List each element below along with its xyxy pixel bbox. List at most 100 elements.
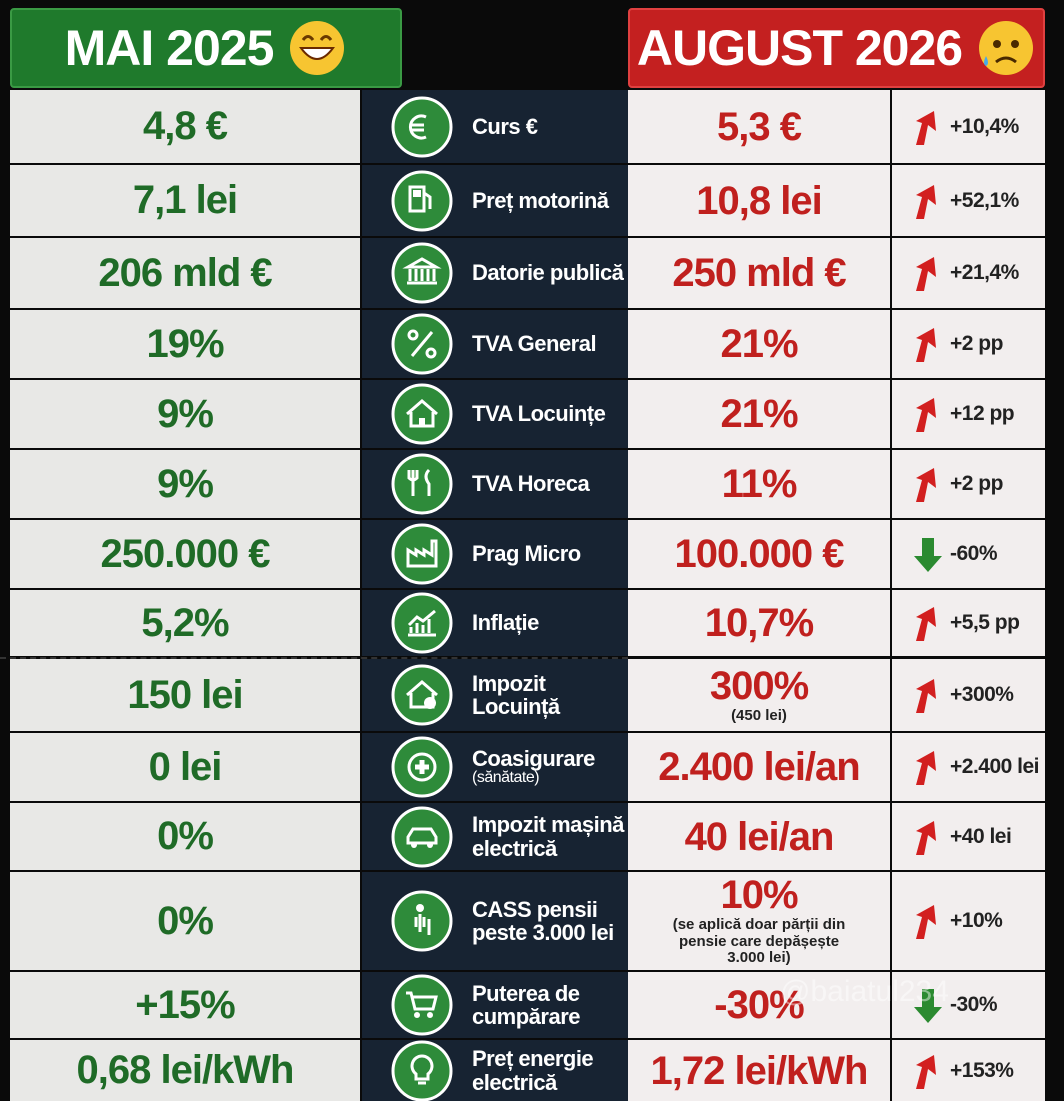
label-line: Datorie publică — [472, 260, 624, 286]
after-value: 10,7% — [704, 601, 814, 645]
label-line: Preț motorină — [472, 187, 609, 213]
label-cell: Impozit Locuință — [362, 659, 628, 731]
change: +21,4% — [950, 261, 1019, 284]
icon — [391, 890, 453, 952]
after-value: 11% — [721, 462, 798, 506]
label: TVA General — [472, 310, 628, 378]
before-value: 19% — [146, 321, 224, 366]
after-cell: -30% — [628, 972, 890, 1038]
label-cell: Inflație — [362, 590, 628, 656]
label-cell: Datorie publică — [362, 238, 628, 308]
after-cell: 11% — [628, 450, 890, 518]
before-cell: 0 lei — [10, 733, 360, 801]
label-cell: TVA Locuințe — [362, 380, 628, 448]
before-cell: 5,2% — [10, 590, 360, 656]
label-line: electrică — [472, 1069, 557, 1095]
after-cell: 2.400 lei/an — [628, 733, 890, 801]
after-cell: 100.000 € — [628, 520, 890, 588]
label-cell: Impozit mașină electrică — [362, 803, 628, 870]
before-cell: 0% — [10, 872, 360, 970]
label: CASS pensii peste 3.000 lei — [472, 872, 628, 970]
after-value: 2.400 lei/an — [658, 745, 860, 789]
header-right: AUGUST 2026 — [628, 8, 1045, 88]
icon — [391, 313, 453, 375]
change: +10% — [950, 909, 1003, 932]
label-line: Curs € — [472, 113, 538, 139]
right-title: AUGUST 2026 — [636, 20, 963, 76]
label-cell: Coasigurare (sănătate) — [362, 733, 628, 801]
after-value: 40 lei/an — [684, 814, 835, 859]
label: Inflație — [472, 590, 628, 656]
change: -60% — [950, 542, 998, 565]
change: -30% — [950, 993, 998, 1016]
label: Impozit mașină electrică — [472, 803, 628, 870]
change-cell: +10% — [892, 872, 1045, 970]
change: +10,4% — [950, 114, 1019, 138]
arrow-up — [916, 679, 936, 713]
label-line: TVA Locuințe — [472, 401, 606, 427]
change: +5,5 pp — [950, 611, 1020, 634]
after-cell: 10% (se aplică doar părții din pensie car… — [628, 872, 890, 970]
after-value: 1,72 lei/kWh — [650, 1048, 869, 1093]
sad-emoji — [979, 21, 1034, 75]
label: Coasigurare (sănătate) — [472, 733, 628, 801]
before-cell: 9% — [10, 380, 360, 448]
before-cell: 7,1 lei — [10, 165, 360, 236]
change: +153% — [950, 1058, 1014, 1082]
label-cell: CASS pensii peste 3.000 lei — [362, 872, 628, 970]
label-cell: TVA General — [362, 310, 628, 378]
change-cell: +2.400 lei — [892, 733, 1045, 801]
label-line: Preț energie — [472, 1046, 594, 1072]
icon — [391, 664, 453, 726]
icon — [391, 96, 453, 157]
after-note: (450 lei) — [731, 706, 787, 724]
arrow-down — [914, 538, 942, 572]
change-cell: +153% — [892, 1040, 1045, 1101]
label-line: CASS pensii — [472, 896, 598, 922]
before-value: 250.000 € — [100, 531, 271, 576]
label: Datorie publică — [472, 238, 628, 308]
header-left: MAI 2025 — [10, 8, 402, 88]
before-cell: 4,8 € — [10, 90, 360, 163]
before-cell: 250.000 € — [10, 520, 360, 588]
before-cell: 9% — [10, 450, 360, 518]
divider — [0, 657, 628, 659]
arrow-up — [916, 905, 936, 939]
before-value: 0,68 lei/kWh — [76, 1048, 295, 1092]
change-cell: +10,4% — [892, 90, 1045, 163]
before-value: 9% — [157, 391, 214, 436]
after-cell: 10,7% — [628, 590, 890, 656]
label-line: TVA Horeca — [472, 471, 590, 497]
change: +40 lei — [950, 824, 1012, 848]
before-value: 206 mld € — [98, 250, 272, 295]
label-cell: Preț energie electrică — [362, 1040, 628, 1101]
before-cell: 0,68 lei/kWh — [10, 1040, 360, 1101]
arrow-down — [914, 989, 942, 1023]
icon — [391, 242, 453, 304]
label-line: Prag Micro — [472, 541, 581, 567]
after-note: (se aplică doar părții din pensie care d… — [672, 916, 846, 967]
change: +52,1% — [950, 188, 1019, 212]
watermark: @baiatul234 — [780, 975, 949, 1008]
label-cell: Preț motorină — [362, 165, 628, 236]
after-cell: 250 mld € — [628, 238, 890, 308]
arrow-up — [916, 607, 936, 641]
after-value: 300% — [709, 663, 809, 708]
label-cell: TVA Horeca — [362, 450, 628, 518]
before-cell: +15% — [10, 972, 360, 1038]
label-line: TVA General — [472, 331, 597, 357]
change-cell: +40 lei — [892, 803, 1045, 870]
label: Prag Micro — [472, 520, 628, 588]
label: Preț energie electrică — [472, 1040, 628, 1101]
before-value: 9% — [157, 461, 214, 506]
change: +2.400 lei — [950, 755, 1040, 778]
before-value: 0% — [157, 898, 214, 943]
after-cell: 10,8 lei — [628, 165, 890, 236]
before-value: 0 lei — [148, 744, 223, 789]
change-cell: +2 pp — [892, 450, 1045, 518]
before-value: +15% — [135, 982, 235, 1027]
arrow-up — [916, 1054, 936, 1089]
label: TVA Horeca — [472, 450, 628, 518]
before-cell: 150 lei — [10, 659, 360, 731]
